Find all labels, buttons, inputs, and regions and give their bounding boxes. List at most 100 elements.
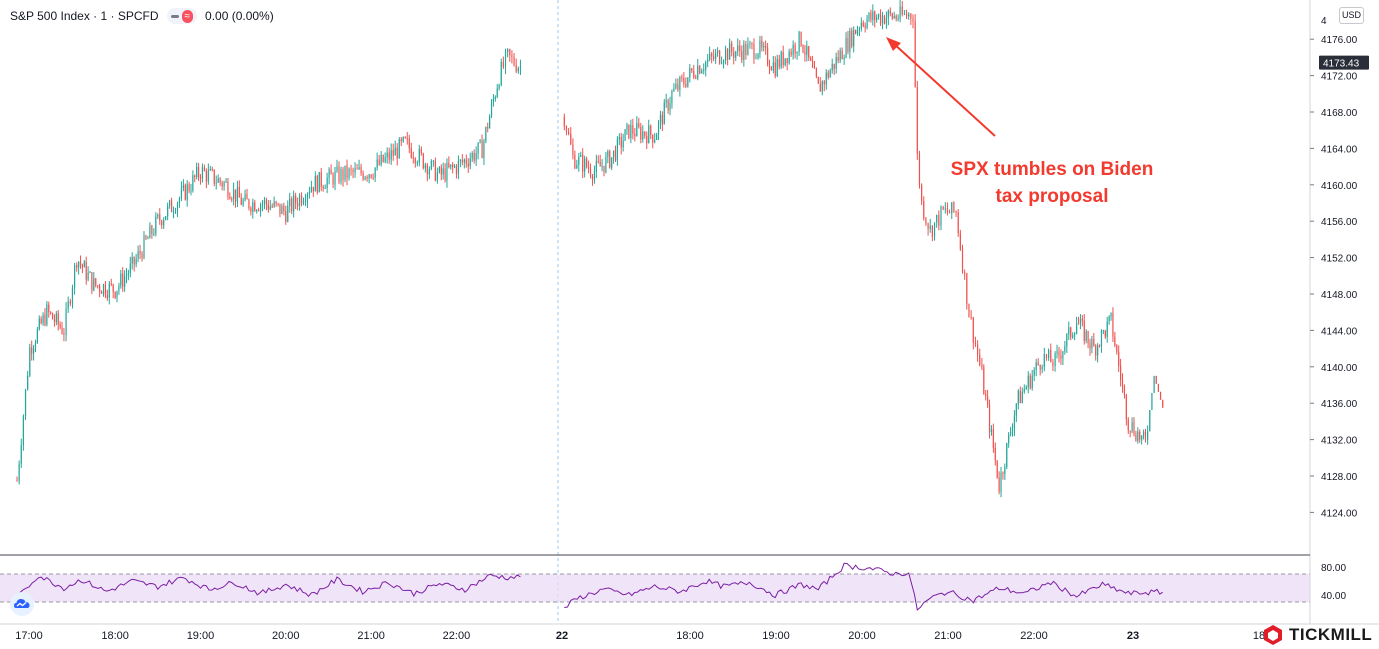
candle-body bbox=[715, 53, 717, 59]
candle-body bbox=[663, 102, 665, 125]
candle-body bbox=[753, 44, 755, 59]
candle-body bbox=[921, 184, 923, 202]
x-tick-label: 18:00 bbox=[101, 630, 129, 642]
candle-body bbox=[467, 163, 469, 167]
candle-body bbox=[50, 312, 52, 314]
candle-body bbox=[366, 177, 368, 179]
candle-body bbox=[691, 68, 693, 72]
candle-body bbox=[511, 55, 513, 57]
candle-body bbox=[961, 249, 964, 273]
x-tick-label: 22:00 bbox=[443, 630, 471, 642]
candle-body bbox=[673, 88, 675, 92]
candle-body bbox=[763, 45, 765, 48]
candle-body bbox=[116, 290, 118, 298]
candle-body bbox=[145, 235, 147, 239]
candle-body bbox=[1076, 323, 1078, 334]
candle-body bbox=[979, 354, 981, 366]
candle-body bbox=[790, 51, 792, 55]
candle-body bbox=[936, 214, 938, 223]
candle-body bbox=[709, 53, 711, 60]
candle-body bbox=[825, 72, 827, 85]
candle-body bbox=[129, 263, 131, 274]
candle-body bbox=[817, 77, 819, 84]
candle-body bbox=[786, 58, 788, 64]
candle-body bbox=[53, 319, 56, 323]
candle-body bbox=[131, 256, 133, 264]
candle-body bbox=[352, 169, 354, 173]
candle-body bbox=[190, 190, 192, 192]
candle-body bbox=[815, 68, 817, 78]
currency-badge[interactable]: USD bbox=[1339, 7, 1364, 24]
candle-body bbox=[739, 45, 741, 52]
candle-body bbox=[295, 195, 297, 204]
symbol-title[interactable]: S&P 500 Index · 1 · SPCFD bbox=[10, 9, 159, 23]
candle-body bbox=[759, 40, 761, 54]
candle-body bbox=[864, 25, 866, 28]
candle-body bbox=[654, 139, 656, 143]
candle-body bbox=[459, 159, 461, 162]
candle-body bbox=[765, 45, 767, 48]
candle-body bbox=[679, 77, 681, 90]
candle-body bbox=[829, 70, 831, 78]
candle-body bbox=[778, 59, 780, 68]
candle-body bbox=[271, 206, 273, 208]
candle-body bbox=[650, 125, 652, 135]
candle-body bbox=[916, 86, 918, 154]
annotation-arrow-layer bbox=[886, 37, 996, 137]
y-tick-label: 4128.00 bbox=[1321, 472, 1358, 483]
candle-body bbox=[412, 157, 414, 159]
candle-body bbox=[44, 314, 46, 325]
candle-body bbox=[802, 45, 804, 52]
candle-body bbox=[289, 198, 291, 206]
x-tick-label: 18:00 bbox=[676, 630, 704, 642]
candle-body bbox=[242, 200, 244, 205]
candle-body bbox=[806, 46, 808, 55]
last-price-tag bbox=[1319, 55, 1369, 70]
candle-body bbox=[398, 138, 400, 159]
candle-body bbox=[273, 201, 275, 207]
candle-body bbox=[1157, 383, 1159, 392]
candle-body bbox=[114, 291, 116, 298]
candle-body bbox=[780, 51, 782, 68]
candle-body bbox=[800, 31, 802, 46]
candle-body bbox=[856, 29, 859, 34]
candle-body bbox=[1041, 367, 1043, 370]
annotation-line-2: tax proposal bbox=[995, 186, 1109, 207]
candle-body bbox=[914, 21, 916, 87]
candle-body bbox=[100, 291, 103, 294]
candle-body bbox=[1097, 345, 1099, 356]
candle-body bbox=[344, 165, 346, 180]
candle-body bbox=[1039, 365, 1041, 370]
candle-body bbox=[862, 22, 864, 26]
candle-body bbox=[404, 137, 406, 139]
candle-body bbox=[1123, 385, 1126, 396]
status-pill[interactable]: ≈ bbox=[166, 8, 198, 24]
candle-body bbox=[683, 78, 685, 84]
candle-body bbox=[342, 169, 344, 180]
candle-body bbox=[768, 64, 771, 69]
candle-body bbox=[368, 174, 370, 179]
candle-body bbox=[201, 167, 204, 179]
candle-body bbox=[38, 318, 40, 329]
plot-area[interactable] bbox=[0, 0, 1310, 611]
candle-body bbox=[71, 287, 74, 304]
candle-body bbox=[719, 50, 721, 64]
candle-body bbox=[1004, 466, 1006, 474]
candle-body bbox=[475, 153, 477, 161]
candle-body bbox=[504, 52, 507, 67]
cloud-chart-icon[interactable] bbox=[10, 592, 34, 616]
candle-body bbox=[620, 137, 622, 148]
candle-body bbox=[40, 318, 42, 324]
candle-body bbox=[1104, 330, 1106, 337]
candle-body bbox=[636, 123, 638, 137]
candle-body bbox=[895, 15, 897, 19]
candle-body bbox=[883, 16, 886, 24]
candle-body bbox=[203, 167, 205, 172]
candle-body bbox=[701, 70, 703, 74]
candle-body bbox=[703, 69, 705, 71]
candle-body bbox=[338, 166, 340, 182]
symbol-header[interactable]: S&P 500 Index · 1 · SPCFD ≈ 0.00 (0.00%) bbox=[10, 8, 274, 24]
